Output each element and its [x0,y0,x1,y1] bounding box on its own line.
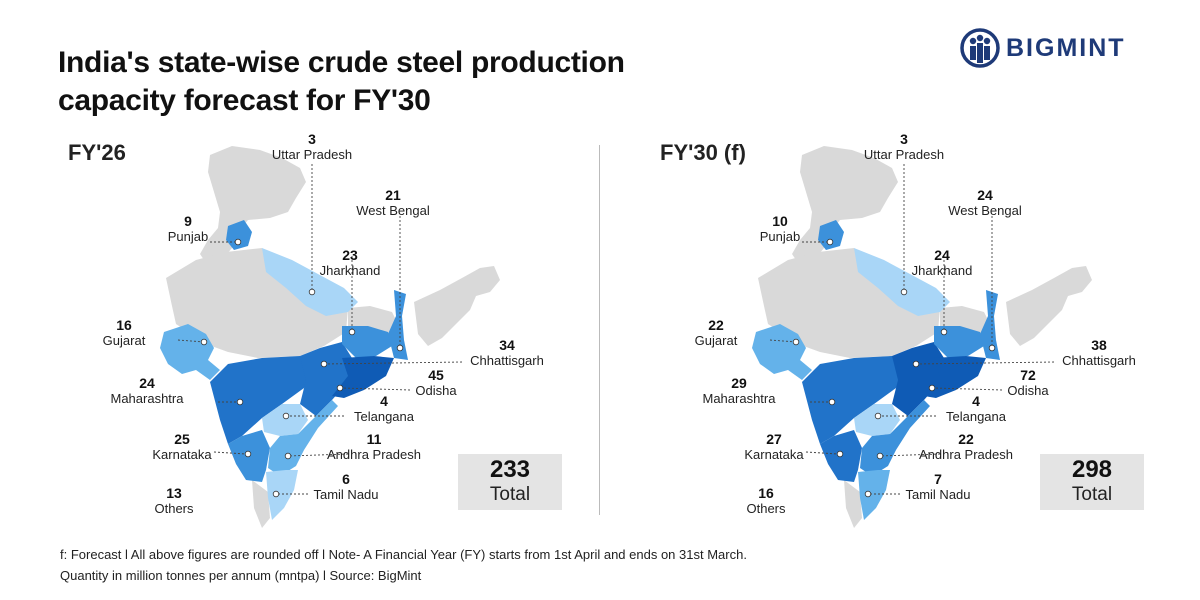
india-map-fy30 [752,146,1092,528]
label-chhattisgarh: 34 Chhattisgarh [470,337,544,369]
label-west-bengal: 21 West Bengal [356,187,430,219]
label-andhra-pradesh: 22 Andhra Pradesh [919,431,1013,463]
region-south-tip [844,480,862,528]
total-label: Total [489,484,531,505]
footnote-line1: f: Forecast l All above figures are roun… [60,547,747,562]
label-west-bengal: 24 West Bengal [948,187,1022,219]
region-tamil-nadu [266,470,298,520]
leader-lines [769,164,1055,495]
panel-title-fy30: FY'30 (f) [660,140,746,165]
label-uttar-pradesh: 3 Uttar Pradesh [271,131,353,163]
label-karnataka: 25 Karnataka [152,431,212,463]
panel-title-fy26: FY'26 [68,140,126,165]
label-odisha: 45 Odisha [415,367,457,399]
region-maharashtra [210,356,316,444]
map-regions [752,146,1092,528]
total-value: 233 [489,456,531,483]
state-markers [200,238,404,498]
label-tamil-nadu: 6 Tamil Nadu [313,471,379,503]
total-box-fy26: 233 Total [458,454,562,510]
leader-lines [177,164,463,495]
region-telangana [262,404,308,436]
region-south-tip [252,480,270,528]
region-jharkhand [342,326,392,358]
region-rajasthan-mp [758,248,940,358]
state-markers [792,238,996,498]
label-chhattisgarh: 38 Chhattisgarh [1062,337,1136,369]
region-chhattisgarh [300,342,352,416]
region-chhattisgarh [892,342,944,416]
logo-emblem-icon [960,28,1000,68]
region-rajasthan-mp [166,248,348,358]
region-punjab [226,220,252,250]
region-telangana [854,404,900,436]
india-map-fy26 [160,146,500,528]
total-value: 298 [1071,456,1113,483]
region-west-bengal [980,290,1000,360]
label-karnataka: 27 Karnataka [744,431,804,463]
label-gujarat: 22 Gujarat [694,317,738,349]
label-others: 16 Others [746,485,786,517]
region-jharkhand [934,326,984,358]
region-tamil-nadu [858,470,890,520]
label-gujarat: 16 Gujarat [102,317,146,349]
page-title-line1: India's state-wise crude steel productio… [58,46,625,79]
region-north [792,146,898,266]
total-label: Total [1071,484,1113,505]
label-uttar-pradesh: 3 Uttar Pradesh [863,131,945,163]
panel-divider [599,145,600,515]
label-punjab: 9 Punjab [167,213,209,245]
footnote: f: Forecast l All above figures are roun… [60,544,747,586]
region-gujarat [160,324,220,380]
region-odisha [332,356,394,398]
map-panel-fy30: FY'30 (f) 3 Uttar Pradesh 24 West Bengal 1… [592,120,1192,540]
region-punjab [818,220,844,250]
region-uttar-pradesh [262,248,358,316]
label-odisha: 72 Odisha [1007,367,1049,399]
label-andhra-pradesh: 11 Andhra Pradesh [327,431,421,463]
label-jharkhand: 23 Jharkhand [319,247,381,279]
map-regions [160,146,500,528]
map-panel-fy26: FY'26 3 Uttar Pradesh 21 West Bengal 9 Punj… [0,120,600,540]
label-maharashtra: 24 Maharashtra [110,375,184,407]
label-maharashtra: 29 Maharashtra [702,375,776,407]
region-gujarat [752,324,812,380]
page-title-line2: capacity forecast for FY'30 [58,84,431,117]
total-box-fy30: 298 Total [1040,454,1144,510]
brand-name: BIGMINT [1006,34,1126,62]
label-telangana: 4 Telangana [354,393,414,425]
region-west-bengal [388,290,408,360]
label-punjab: 10 Punjab [759,213,801,245]
label-jharkhand: 24 Jharkhand [911,247,973,279]
region-uttar-pradesh [854,248,950,316]
label-telangana: 4 Telangana [946,393,1006,425]
region-odisha [924,356,986,398]
region-north [200,146,306,266]
footnote-line2: Quantity in million tonnes per annum (mn… [60,568,422,583]
page-title: India's state-wise crude steel productio… [58,44,758,120]
region-maharashtra [802,356,908,444]
label-tamil-nadu: 7 Tamil Nadu [905,471,971,503]
region-northeast [414,266,500,346]
label-others: 13 Others [154,485,194,517]
bigmint-logo: BIGMINT [958,24,1158,72]
region-northeast [1006,266,1092,346]
